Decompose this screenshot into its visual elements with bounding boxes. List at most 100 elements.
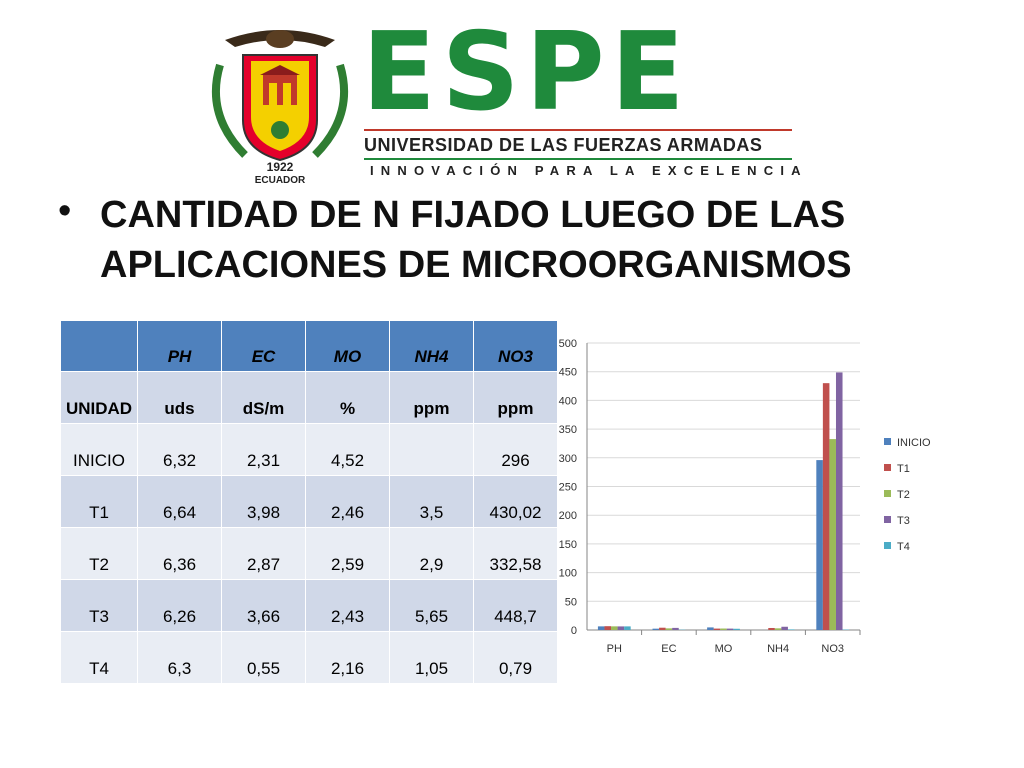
table-cell: 6,26 xyxy=(138,580,221,631)
university-emblem-icon: 1922 ECUADOR xyxy=(211,30,349,185)
legend-swatch xyxy=(884,516,891,523)
brand-name: ESPE xyxy=(362,10,691,135)
bar xyxy=(617,626,625,630)
bar xyxy=(768,627,775,630)
table-cell: 0,79 xyxy=(474,632,557,683)
bar xyxy=(720,628,727,630)
table-cell: 6,36 xyxy=(138,528,221,579)
table-cell: 3,98 xyxy=(222,476,305,527)
legend-swatch xyxy=(884,542,891,549)
table-cell: 2,16 xyxy=(306,632,389,683)
table-cell: 6,32 xyxy=(138,424,221,475)
table-row: T3 6,26 3,66 2,43 5,65 448,7 xyxy=(61,580,557,631)
legend-swatch xyxy=(884,464,891,471)
table-header-cell: MO xyxy=(306,321,389,371)
table-cell: 0,55 xyxy=(222,632,305,683)
table-cell: 2,9 xyxy=(390,528,473,579)
emblem-year: 1922 xyxy=(267,160,294,174)
y-tick-label: 250 xyxy=(559,482,577,494)
table-row: T1 6,64 3,98 2,46 3,5 430,02 xyxy=(61,476,557,527)
table-cell: 6,64 xyxy=(138,476,221,527)
bar xyxy=(713,628,721,630)
bar xyxy=(665,628,673,630)
bar xyxy=(774,628,782,630)
x-tick-label: MO xyxy=(715,643,733,655)
bar xyxy=(624,626,631,630)
table-cell: 5,65 xyxy=(390,580,473,631)
university-slogan: INNOVACIÓN PARA LA EXCELENCIA xyxy=(370,163,808,178)
legend-swatch xyxy=(884,438,891,445)
bar xyxy=(707,627,714,630)
bar xyxy=(787,629,795,630)
y-tick-label: 300 xyxy=(559,453,577,465)
table-header-row: PH EC MO NH4 NO3 xyxy=(61,321,557,371)
table-cell: 448,7 xyxy=(474,580,557,631)
bar xyxy=(611,626,618,630)
table-cell: T1 xyxy=(61,476,137,527)
legend-label: T4 xyxy=(897,541,910,553)
y-tick-label: 0 xyxy=(571,625,577,637)
table-cell: 2,87 xyxy=(222,528,305,579)
table-cell: T2 xyxy=(61,528,137,579)
slide-title: CANTIDAD DE N FIJADO LUEGO DE LAS APLICA… xyxy=(100,194,852,286)
table-header-cell: NO3 xyxy=(474,321,557,371)
brand-block: ESPE UNIVERSIDAD DE LAS FUERZAS ARMADAS … xyxy=(362,19,802,185)
bar xyxy=(672,627,679,630)
legend-label: T3 xyxy=(897,515,910,527)
bar xyxy=(822,383,830,630)
table-cell: 2,31 xyxy=(222,424,305,475)
y-tick-label: 50 xyxy=(565,596,577,608)
y-tick-label: 200 xyxy=(559,510,577,522)
table-cell: 4,52 xyxy=(306,424,389,475)
brand-divider-red xyxy=(364,129,792,131)
table-cell: 3,66 xyxy=(222,580,305,631)
x-tick-label: NH4 xyxy=(767,643,789,655)
university-name: UNIVERSIDAD DE LAS FUERZAS ARMADAS xyxy=(364,135,763,155)
bar xyxy=(604,626,612,630)
bar xyxy=(816,460,823,630)
table-cell: 2,43 xyxy=(306,580,389,631)
y-tick-label: 100 xyxy=(559,568,577,580)
table-cell: 6,3 xyxy=(138,632,221,683)
x-tick-label: PH xyxy=(607,643,622,655)
legend-label: INICIO xyxy=(897,437,931,449)
table-cell: 2,46 xyxy=(306,476,389,527)
x-tick-label: NO3 xyxy=(821,643,844,655)
table-cell: 2,59 xyxy=(306,528,389,579)
y-tick-label: 500 xyxy=(559,338,577,350)
bar-chart: 0 50 100 150 200 250 300 350 400 450 500 PH EC MO NH4 N… xyxy=(559,338,931,655)
table-cell: UNIDAD xyxy=(61,372,137,423)
x-tick-label: EC xyxy=(661,643,676,655)
table-cell: T3 xyxy=(61,580,137,631)
bar xyxy=(726,628,734,630)
legend-label: T1 xyxy=(897,463,910,475)
table-header-cell xyxy=(61,321,137,371)
bar xyxy=(597,626,605,630)
bar xyxy=(733,628,740,630)
table-cell: T4 xyxy=(61,632,137,683)
bar xyxy=(781,626,788,630)
university-logo: 1922 ECUADOR ESPE UNIVERSIDAD DE LAS FUE… xyxy=(205,19,805,185)
table-header-cell: PH xyxy=(138,321,221,371)
y-tick-label: 350 xyxy=(559,424,577,436)
y-tick-label: 400 xyxy=(559,395,577,407)
table-cell: 1,05 xyxy=(390,632,473,683)
emblem-country: ECUADOR xyxy=(255,175,306,185)
table-cell: ppm xyxy=(390,372,473,423)
legend-label: T2 xyxy=(897,489,910,501)
data-table: PH EC MO NH4 NO3 UNIDAD uds dS/m % ppm p… xyxy=(60,320,558,684)
legend-swatch xyxy=(884,490,891,497)
table-cell: 430,02 xyxy=(474,476,557,527)
table-cell xyxy=(390,424,473,475)
bar xyxy=(659,627,666,630)
bar xyxy=(829,439,836,630)
table-cell: dS/m xyxy=(222,372,305,423)
table-header-cell: EC xyxy=(222,321,305,371)
table-row: INICIO 6,32 2,31 4,52 296 xyxy=(61,424,557,475)
brand-divider-green xyxy=(364,158,792,160)
table-cell: 332,58 xyxy=(474,528,557,579)
table-cell: INICIO xyxy=(61,424,137,475)
table-units-row: UNIDAD uds dS/m % ppm ppm xyxy=(61,372,557,423)
table-header-cell: NH4 xyxy=(390,321,473,371)
bar xyxy=(652,628,660,630)
